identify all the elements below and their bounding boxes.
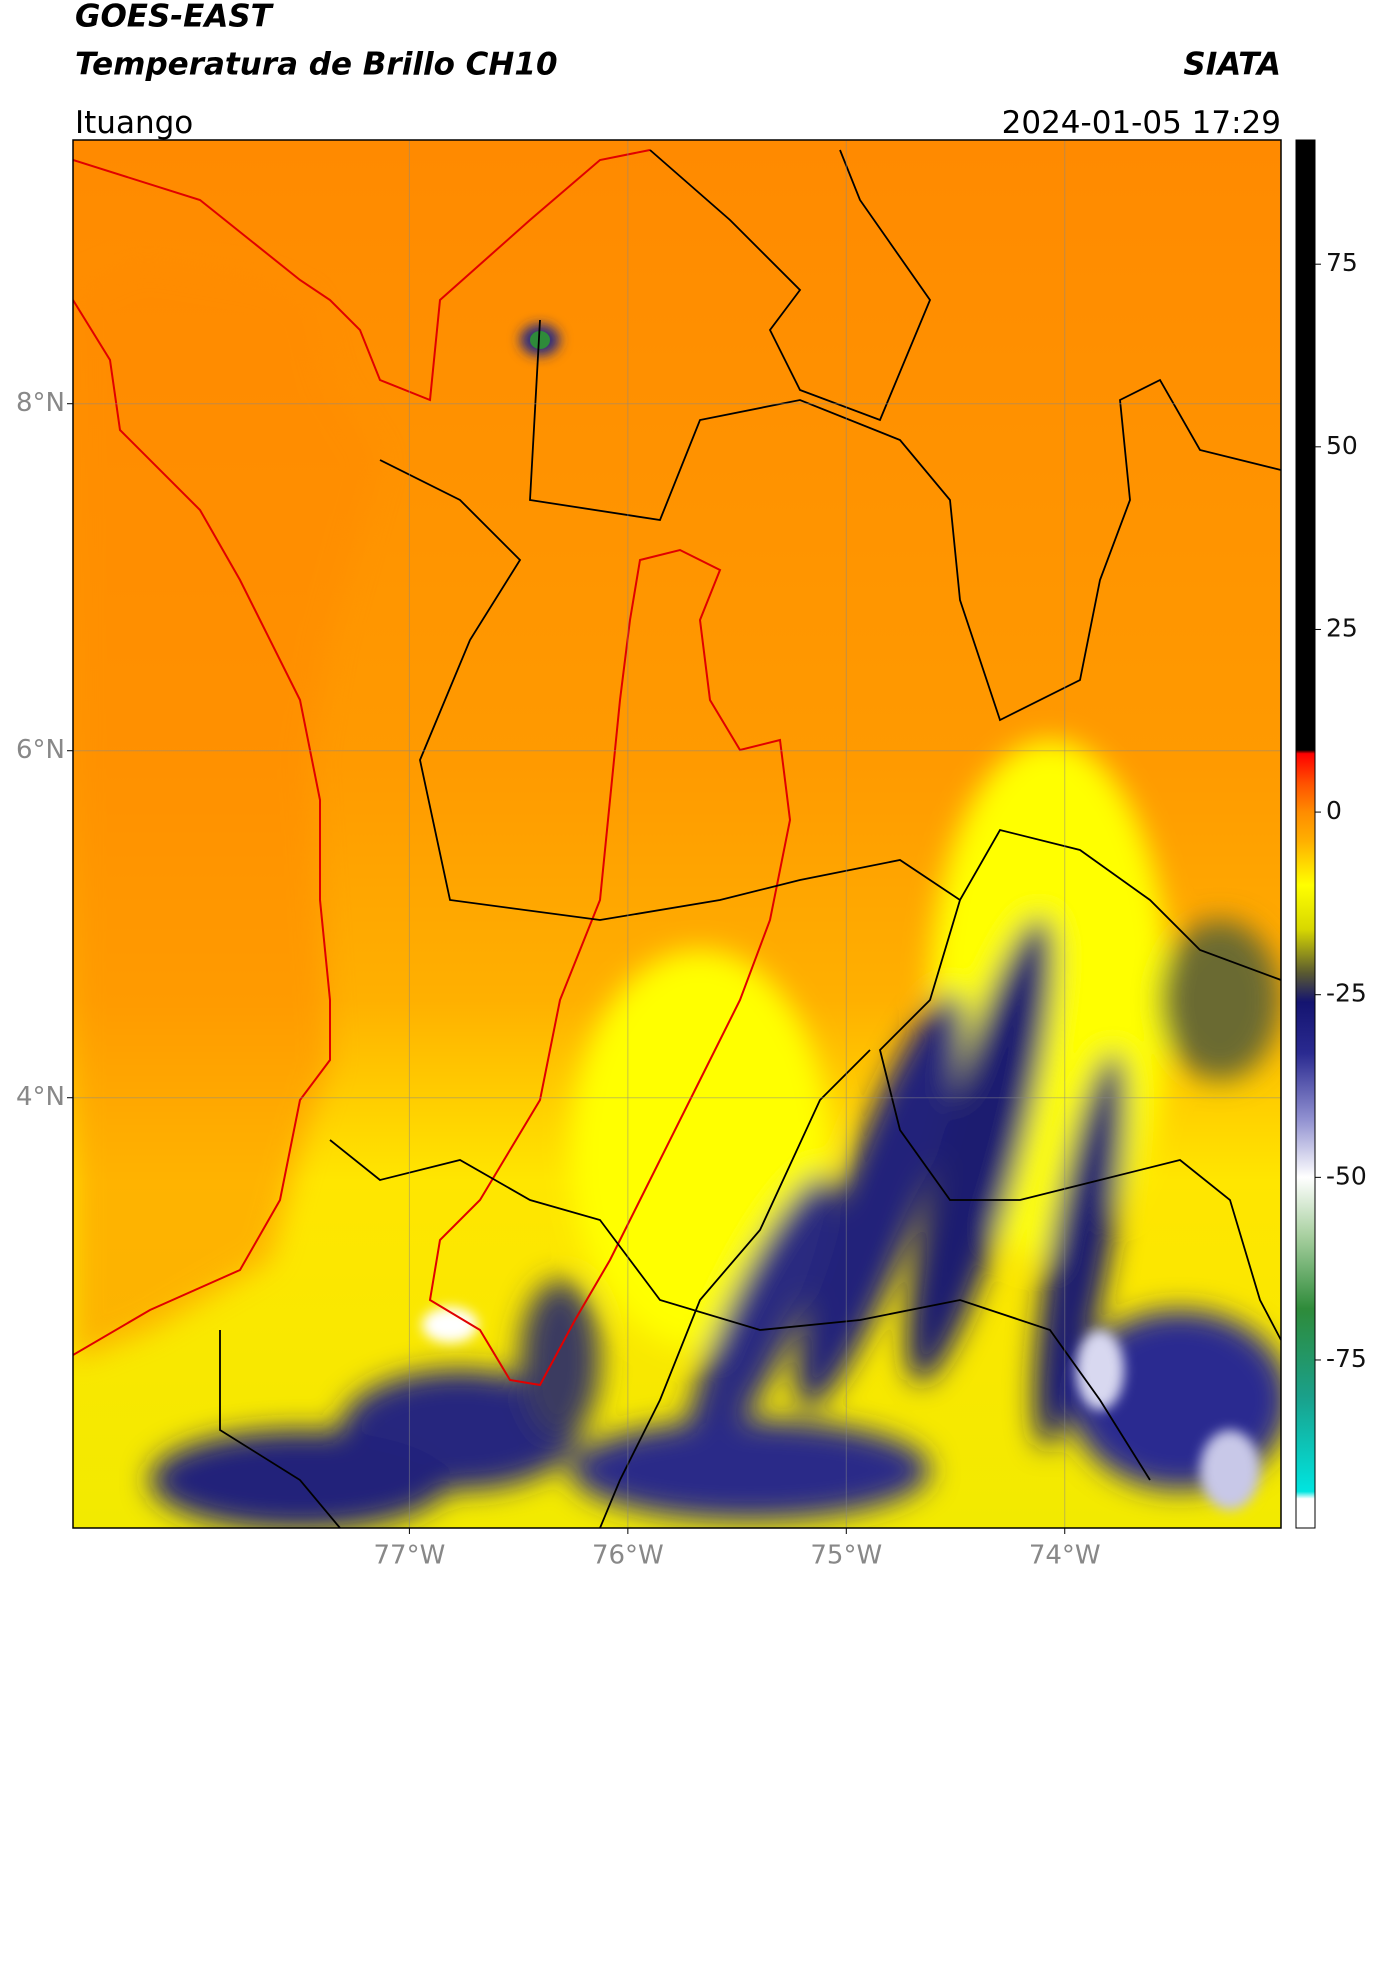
lat-label: 4°N — [16, 1082, 65, 1112]
colorbar-tick-label: 75 — [1326, 248, 1358, 277]
colorbar-tick-label: -25 — [1326, 979, 1367, 1008]
lon-label: 75°W — [810, 1541, 882, 1571]
datetime: 2024-01-05 17:29 — [1002, 105, 1281, 141]
colorbar-tick-label: -75 — [1326, 1344, 1367, 1373]
location: Ituango — [75, 105, 193, 141]
colorbar-tick-label: 0 — [1326, 796, 1342, 825]
lon-label: 77°W — [374, 1541, 446, 1571]
lon-label: 74°W — [1029, 1541, 1101, 1571]
colorbar-tick-label: 25 — [1326, 613, 1358, 642]
lon-label: 76°W — [592, 1541, 664, 1571]
subtitle: Temperatura de Brillo CH10 — [75, 47, 558, 83]
lat-label: 8°N — [16, 388, 65, 418]
title: GOES-EAST — [75, 0, 275, 35]
satellite-image — [73, 140, 1281, 1528]
graticule — [67, 140, 1281, 1534]
colorbar — [1295, 139, 1316, 1529]
colorbar-tick-label: -50 — [1326, 1161, 1367, 1190]
lat-label: 6°N — [16, 735, 65, 765]
colorbar-tick-label: 50 — [1326, 431, 1358, 460]
map-frame — [72, 139, 1282, 1529]
source: SIATA — [1183, 47, 1281, 83]
